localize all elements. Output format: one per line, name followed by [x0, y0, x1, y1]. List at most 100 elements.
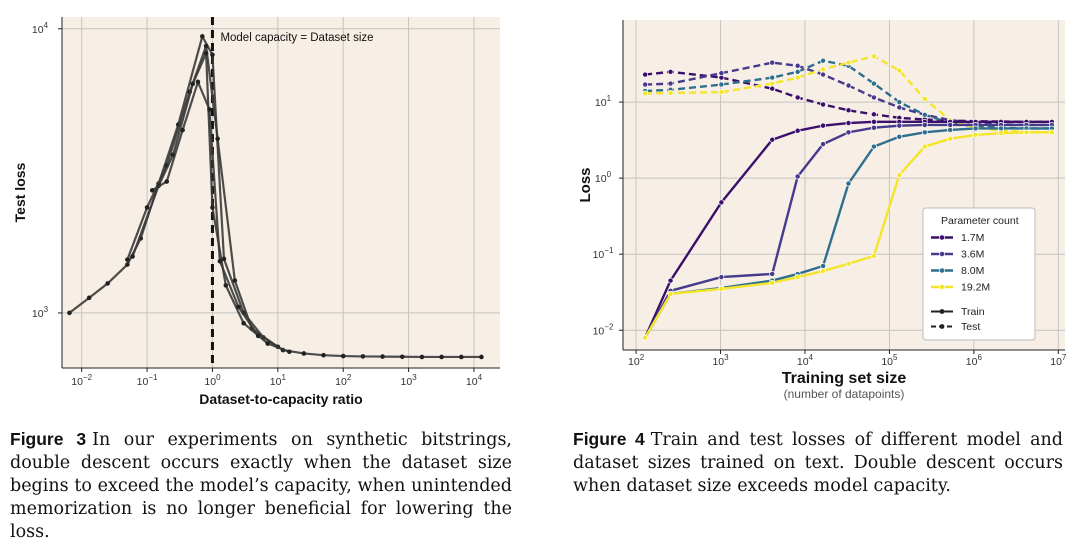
test-point — [921, 111, 928, 118]
train-point — [820, 263, 827, 269]
test-point — [642, 71, 649, 78]
test-point — [820, 66, 827, 73]
series-point — [241, 320, 246, 326]
series-line-4 — [151, 78, 260, 337]
train-point — [972, 125, 979, 132]
series-point — [210, 205, 215, 210]
figure-4-caption: Figure 4 Train and test losses of differe… — [573, 428, 1063, 498]
test-point — [794, 62, 801, 69]
x-tick-label: 100 — [204, 373, 221, 388]
x-tick-label: 104 — [466, 373, 483, 388]
series-point — [86, 295, 92, 301]
legend-marker — [939, 251, 945, 257]
legend-marker — [939, 267, 945, 274]
series-point — [203, 43, 209, 49]
test-point — [870, 80, 877, 87]
test-point — [718, 89, 725, 96]
x-tick-label: 107 — [1050, 353, 1067, 368]
train-point — [870, 124, 877, 131]
test-point — [718, 70, 725, 77]
series-point — [195, 79, 201, 85]
test-point — [769, 85, 776, 92]
x-tick-label: 102 — [335, 373, 352, 388]
series-point — [130, 254, 135, 259]
train-point — [845, 260, 852, 267]
y-tick-label: 10−1 — [593, 246, 614, 261]
test-point — [896, 104, 903, 111]
test-point — [794, 74, 801, 81]
test-point — [896, 67, 903, 74]
test-point — [896, 99, 903, 106]
train-point — [921, 129, 928, 136]
train-point — [794, 274, 801, 281]
train-point — [896, 122, 903, 129]
series-point — [439, 354, 444, 360]
test-point — [921, 95, 928, 102]
test-point — [870, 94, 877, 101]
y-axis-label: Test loss — [12, 162, 28, 222]
train-point — [820, 141, 827, 148]
train-point — [667, 277, 674, 284]
figure-4-caption-text: Train and test losses of different model… — [573, 430, 1063, 496]
series-point — [164, 179, 170, 184]
series-point — [144, 205, 150, 210]
y-tick-label: 10−2 — [593, 322, 614, 337]
series-point — [203, 50, 209, 56]
legend-label-1.7M: 1.7M — [961, 232, 984, 244]
test-point — [845, 59, 852, 66]
train-point — [667, 291, 674, 297]
series-point — [180, 127, 185, 133]
legend-label-8.0M: 8.0M — [961, 265, 984, 277]
train-point — [642, 334, 649, 341]
test-point — [794, 68, 801, 75]
plot-background — [62, 17, 500, 368]
x-tick-label: 103 — [401, 373, 418, 388]
train-point — [769, 270, 776, 277]
train-point — [896, 172, 903, 178]
series-point — [217, 258, 223, 264]
test-point — [667, 89, 674, 96]
series-point — [207, 107, 212, 112]
legend-style-marker — [939, 309, 945, 314]
legend-label-3.6M: 3.6M — [961, 249, 984, 261]
test-point — [642, 81, 649, 88]
legend-marker — [939, 234, 945, 241]
figure-3-caption-text: In our experiments on synthetic bitstrin… — [10, 430, 512, 542]
train-point — [998, 130, 1004, 137]
train-point — [794, 127, 801, 134]
x-tick-label: 10−2 — [71, 373, 92, 388]
train-point — [845, 120, 852, 127]
series-point — [255, 333, 261, 339]
y-tick-label: 100 — [595, 170, 612, 185]
train-point — [769, 136, 776, 143]
legend-title: Parameter count — [941, 215, 1019, 227]
series-point — [105, 281, 111, 286]
x-tick-label: 10−1 — [137, 373, 158, 388]
train-point — [1023, 129, 1030, 136]
test-point — [870, 53, 877, 60]
x-tick-label: 101 — [270, 373, 287, 388]
train-point — [870, 252, 877, 259]
x-tick-label: 106 — [966, 353, 983, 368]
series-point — [236, 304, 241, 310]
legend: Parameter count 1.7M 3.6M 8.0M 19.2M Train Tes… — [922, 207, 1036, 341]
series-point — [321, 352, 326, 358]
x-axis-sublabel: (number of datapoints) — [784, 387, 905, 401]
legend-style-label: Test — [961, 321, 980, 333]
y-tick-label: 101 — [595, 94, 612, 109]
series-point — [190, 81, 196, 87]
figure-3-caption: Figure 3 In our experiments on synthetic … — [10, 428, 512, 544]
series-point — [149, 188, 155, 193]
series-point — [360, 354, 366, 359]
x-tick-label: 105 — [881, 353, 898, 368]
series-point — [232, 278, 238, 283]
series-point — [287, 349, 292, 355]
train-point — [921, 122, 928, 128]
test-point — [794, 94, 801, 101]
train-point — [820, 122, 827, 129]
capacity-annotation: Model capacity = Dataset size — [220, 32, 373, 44]
legend-box — [922, 207, 1036, 341]
y-tick-label: 104 — [32, 21, 49, 36]
figure-4-label: Figure 4 — [573, 429, 645, 449]
train-point — [820, 268, 827, 275]
